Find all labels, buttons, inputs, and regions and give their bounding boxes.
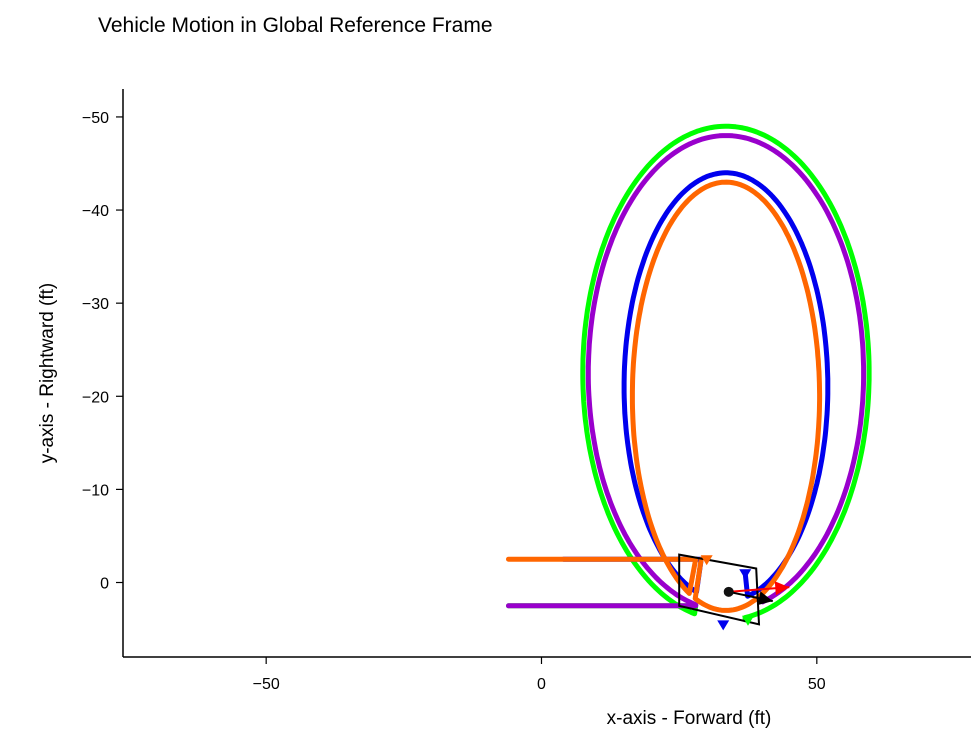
- ticks-layer: −50 0 50 −50 −40 −30 −20 −10 0: [82, 110, 826, 693]
- wheel-marker-2: [741, 615, 754, 626]
- x-tick-label: −50: [253, 676, 280, 693]
- y-tick-label: −40: [82, 203, 109, 220]
- series-path-0: [506, 123, 872, 623]
- y-tick-label: −30: [82, 296, 109, 313]
- velocity-arrow-head: [774, 581, 790, 596]
- y-tick-label: −10: [82, 482, 109, 499]
- heading-arrow-head: [757, 591, 773, 606]
- wheel-marker-1: [739, 569, 752, 580]
- y-tick-label: 0: [100, 576, 109, 593]
- series-layer: [506, 123, 872, 623]
- x-tick-label: 50: [808, 676, 826, 693]
- y-tick-label: −50: [82, 110, 109, 127]
- axes-layer: [122, 89, 971, 658]
- series-path-2: [561, 170, 831, 599]
- vehicle-reference-point: [723, 586, 734, 597]
- vehicle-layer: [678, 553, 790, 631]
- y-tick-label: −20: [82, 389, 109, 406]
- series-path-3: [506, 179, 823, 613]
- x-tick-label: 0: [537, 676, 546, 693]
- y-axis-label: y-axis - Rightward (ft): [37, 283, 58, 464]
- chart-title: Vehicle Motion in Global Reference Frame: [98, 14, 493, 37]
- wheel-marker-0: [717, 620, 730, 631]
- series-path-1: [506, 133, 867, 609]
- vehicle-body: [678, 553, 761, 626]
- x-axis-label: x-axis - Forward (ft): [607, 708, 772, 729]
- wheel-marker-3: [700, 555, 713, 566]
